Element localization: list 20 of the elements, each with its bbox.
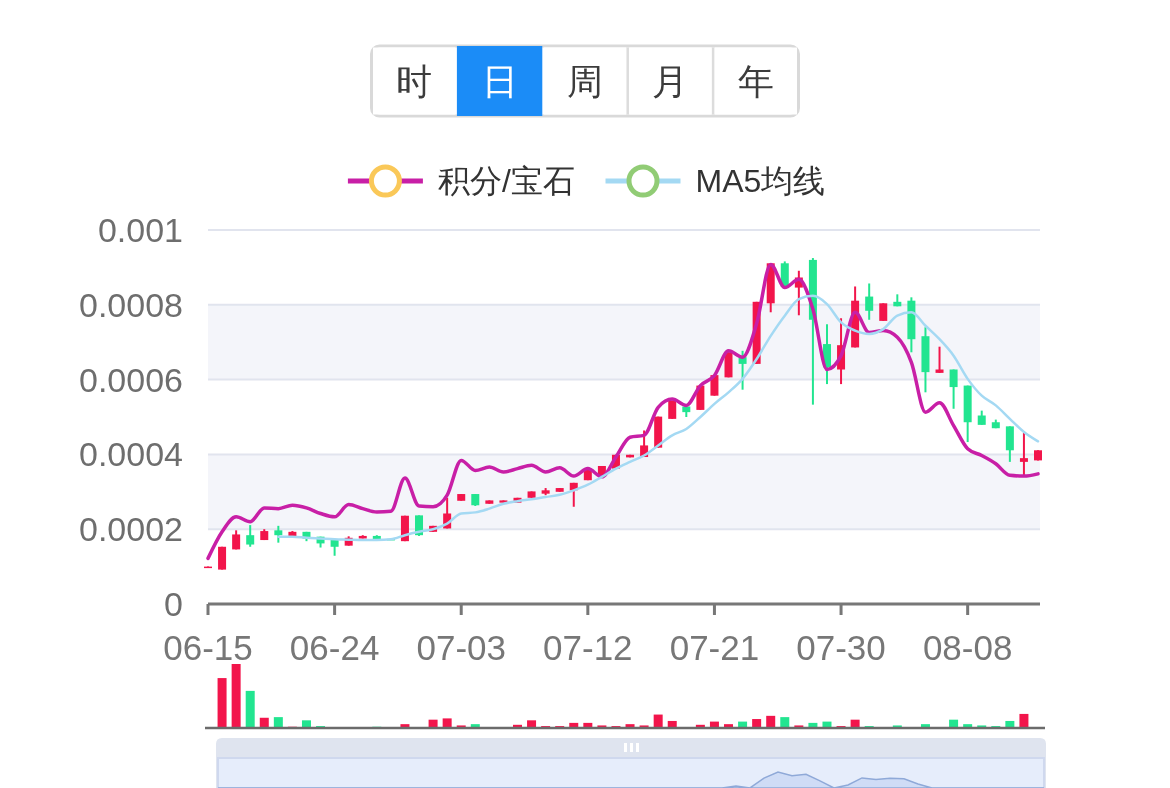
x-tick-label: 06-24 — [289, 628, 380, 667]
y-tick-label: 0 — [164, 584, 183, 623]
y-tick-label: 0.0006 — [79, 360, 183, 399]
x-tick-label: 07-21 — [669, 628, 760, 667]
x-tick-label: 07-12 — [543, 628, 633, 667]
x-tick-label: 07-03 — [416, 628, 506, 667]
legend-label: 积分/宝石 — [437, 163, 575, 199]
y-tick-label: 0.0004 — [79, 435, 183, 474]
tab: 日 — [456, 46, 543, 116]
y-tick-label: 0.001 — [97, 210, 183, 249]
y-tick-label: 0.0008 — [79, 285, 183, 324]
y-tick-label: 0.0002 — [79, 510, 183, 549]
tab: 周 — [543, 47, 627, 115]
x-tick-label: 06-15 — [163, 628, 253, 667]
tab: 月 — [629, 47, 712, 115]
tab: 时 — [373, 47, 456, 115]
tab: 年 — [714, 47, 797, 115]
legend-label: MA5均线 — [695, 163, 826, 199]
x-tick-label: 08-08 — [922, 628, 1013, 667]
x-tick-label: 07-30 — [796, 628, 886, 667]
